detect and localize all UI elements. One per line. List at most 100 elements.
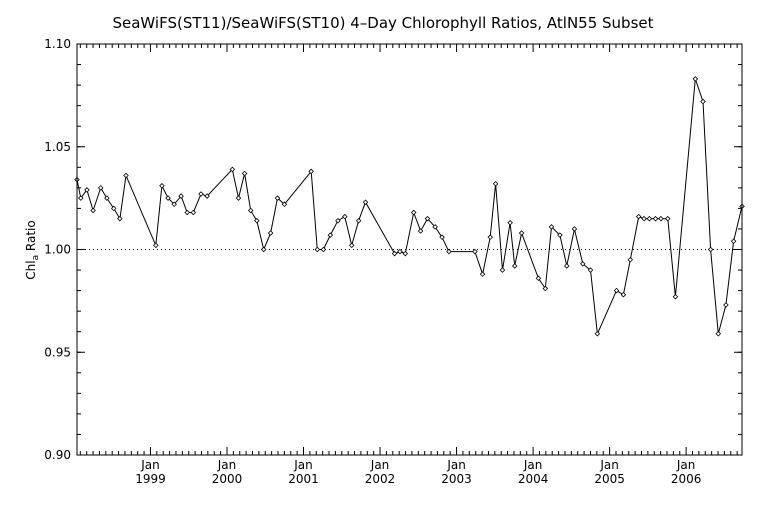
x-tick-year: 2002 [365,472,396,486]
data-point [204,193,210,199]
x-tick-month: Jan [446,458,466,472]
data-point [320,246,327,253]
data-point [342,213,348,220]
data-point [327,232,334,238]
data-point [241,170,248,177]
data-points [74,76,745,337]
data-point [492,180,499,187]
data-point [97,185,104,191]
data-point [78,195,84,201]
x-tick-month: Jan [217,458,237,472]
data-point [692,76,699,82]
y-axis-label-main: Chl [24,260,38,279]
data-point [535,275,542,282]
data-point [397,248,403,255]
x-tick-year: 2000 [212,472,243,486]
data-point [104,195,110,201]
y-tick-label: 0.95 [44,345,71,359]
data-point [308,168,314,175]
x-tick-month: Jan [599,458,619,472]
data-point [511,263,518,269]
data-point [117,215,123,222]
data-point [707,246,714,253]
data-point [417,228,424,234]
data-point [184,209,190,216]
data-point [563,263,570,269]
x-tick-month: Jan [370,458,390,472]
data-point [507,220,513,226]
data-point [613,287,620,294]
data-point [362,199,369,206]
data-point [518,230,525,236]
y-tick-label: 1.10 [44,37,71,51]
data-point [190,209,197,216]
data-point [84,187,90,193]
data-point [123,172,129,179]
data-point [335,217,341,224]
y-tick-label: 1.00 [44,243,71,257]
data-point [587,267,594,273]
data-point [700,98,706,105]
x-tick-year: 2001 [288,472,319,486]
data-point [730,238,737,245]
data-point [723,302,729,308]
data-point [635,213,642,220]
data-point [198,191,204,197]
data-point [254,217,260,224]
x-tick-year: 2006 [671,472,702,486]
data-point [110,205,117,212]
data-point [557,232,563,238]
data-point [580,261,586,267]
data-point [446,248,452,255]
x-tick-month: Jan [140,458,160,472]
data-point [439,234,445,240]
data-point [402,250,409,257]
data-point [715,330,722,337]
data-point [542,285,549,292]
data-point [665,215,671,222]
plot-frame [76,43,743,456]
y-axis-label-subscript: a [31,255,41,261]
x-axis-ticks: Jan1999Jan2000Jan2001Jan2002Jan2003Jan20… [79,44,738,486]
x-tick-year: 1999 [135,472,166,486]
data-point [571,226,578,232]
y-axis-ticks: 0.90 0.95 1.00 1.05 1.10 [44,37,742,462]
data-point [348,242,355,249]
data-point [178,193,184,199]
data-point [641,215,647,222]
y-axis-label-suffix: Ratio [24,220,38,255]
data-point [672,293,679,300]
y-tick-label: 0.90 [44,448,71,462]
data-point [153,242,159,249]
data-point [472,248,478,255]
data-point [410,209,417,216]
data-point [274,195,281,201]
data-point [267,230,274,236]
data-point [355,217,362,224]
data-point [499,267,506,273]
data-point [314,246,321,253]
x-tick-year: 2004 [518,472,549,486]
data-point [548,224,555,230]
data-point [391,250,398,257]
data-point [479,271,486,277]
x-tick-month: Jan [523,458,543,472]
data-point [652,215,659,222]
x-tick-year: 2003 [441,472,472,486]
data-point [165,195,171,201]
data-point [424,215,431,222]
data-point [646,215,653,222]
data-point [281,201,288,208]
data-point [159,183,165,189]
data-point [594,330,601,337]
data-point [229,166,236,173]
x-tick-month: Jan [676,458,696,472]
data-point [658,215,664,222]
data-point [247,207,254,214]
y-tick-label: 1.05 [44,140,71,154]
x-tick-year: 2005 [594,472,625,486]
chart-title: SeaWiFS(ST11)/SeaWiFS(ST10) 4–Day Chloro… [112,14,653,32]
data-point [487,234,493,240]
data-point [620,291,627,298]
